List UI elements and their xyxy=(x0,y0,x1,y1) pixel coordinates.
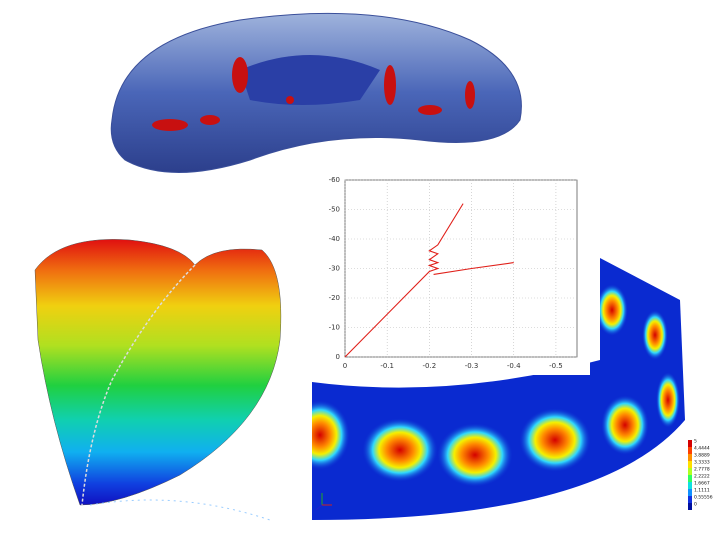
data-line xyxy=(344,203,514,358)
colorbar-label: 0 xyxy=(694,502,697,508)
x-tick-label: -0.2 xyxy=(423,362,437,370)
colorbar-label: 3.3333 xyxy=(694,460,710,466)
colorbar-label: 3.8889 xyxy=(694,453,710,459)
x-tick-label: 0 xyxy=(343,362,347,370)
y-tick-label: -20 xyxy=(329,294,340,302)
colorbar-swatch xyxy=(688,440,692,447)
colorbar-label: 4.4444 xyxy=(694,446,710,452)
colorbar-swatch xyxy=(688,461,692,468)
x-tick-label: -0.1 xyxy=(380,362,394,370)
axis-triad xyxy=(315,493,332,511)
colorbar-swatch xyxy=(688,468,692,475)
y-tick-label: -60 xyxy=(329,176,340,184)
y-tick-label: 0 xyxy=(336,353,340,361)
y-tick-label: -10 xyxy=(329,324,340,332)
colorbar-swatch xyxy=(688,447,692,454)
colorbar-swatch xyxy=(688,503,692,510)
tissue-model xyxy=(110,12,522,173)
colorbar-label: 2.2222 xyxy=(694,474,710,480)
colorbar-label: 1.6667 xyxy=(694,481,710,487)
y-tick-label: -50 xyxy=(329,206,340,214)
x-tick-label: -0.4 xyxy=(507,362,521,370)
colorbar-swatch xyxy=(688,489,692,496)
colorbar-label: 5 xyxy=(694,439,697,445)
x-tick-label: -0.5 xyxy=(549,362,563,370)
y-tick-label: -30 xyxy=(329,265,340,273)
heart-model xyxy=(34,239,282,521)
colorbar-swatch xyxy=(688,475,692,482)
colorbar-label: 2.7778 xyxy=(694,467,710,473)
colorbar-label: 0.55556 xyxy=(694,495,713,501)
colorbar: 54.44443.88893.33332.77782.22221.66671.1… xyxy=(688,439,713,510)
colorbar-label: 1.1111 xyxy=(694,488,710,494)
y-tick-label: -40 xyxy=(329,235,340,243)
colorbar-swatch xyxy=(688,482,692,489)
x-tick-label: -0.3 xyxy=(465,362,479,370)
colorbar-swatch xyxy=(688,496,692,503)
colorbar-swatch xyxy=(688,454,692,461)
chart: 0 -0.1 -0.2 -0.3 -0.4 -0.5 0 -10 -20 -30 -40 -50 -60 xyxy=(310,170,590,375)
